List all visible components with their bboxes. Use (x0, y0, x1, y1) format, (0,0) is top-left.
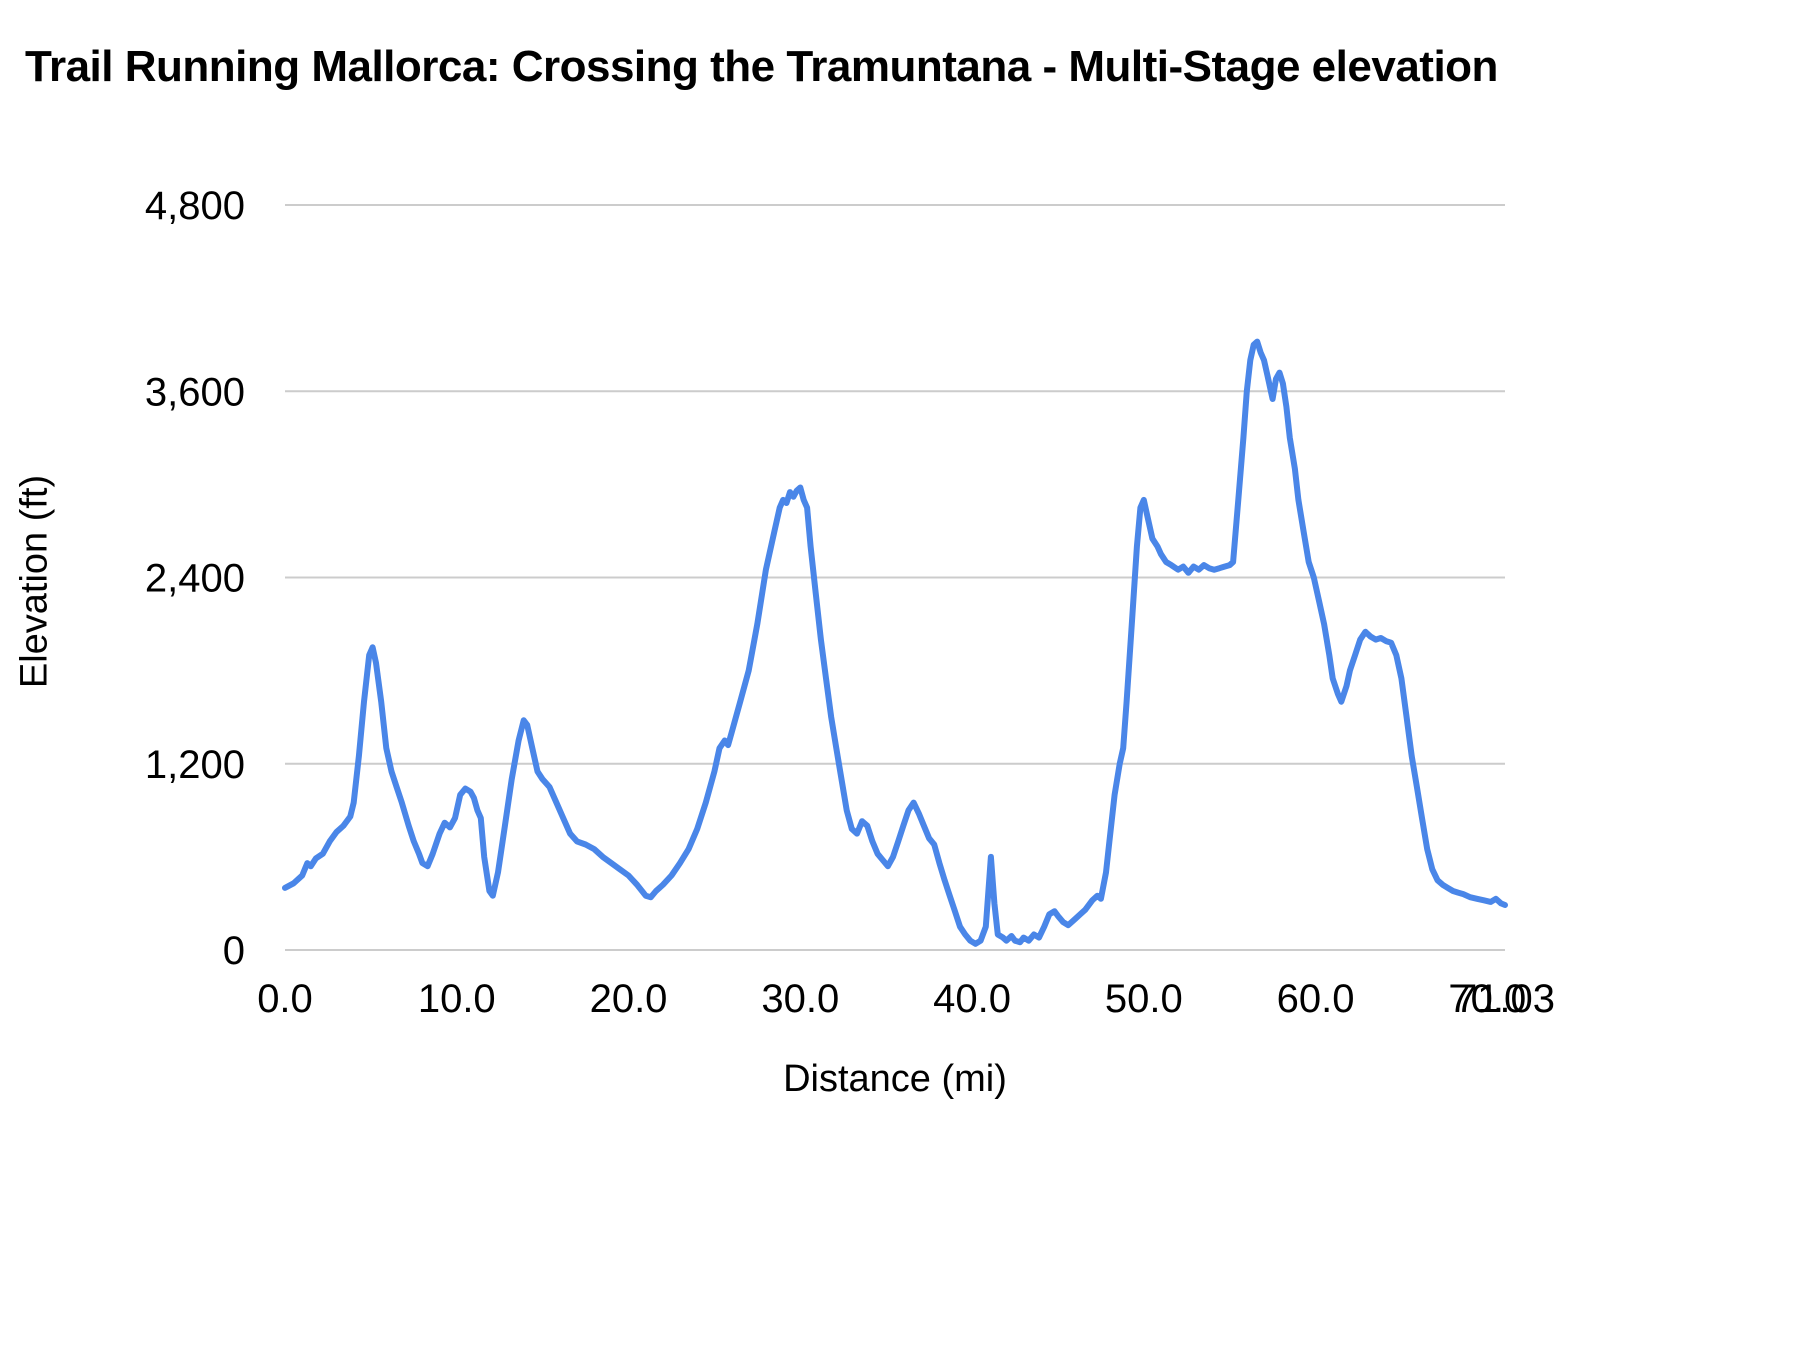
x-tick-label: 0.0 (257, 977, 313, 1021)
x-tick-label: 50.0 (1105, 977, 1183, 1021)
y-tick-label: 4,800 (145, 184, 245, 228)
x-tick-label: 70.0 (1448, 977, 1526, 1021)
y-axis-title: Elevation (ft) (13, 474, 56, 689)
y-tick-label: 2,400 (145, 557, 245, 601)
chart-title: Trail Running Mallorca: Crossing the Tra… (25, 42, 1498, 91)
y-tick-label: 3,600 (145, 370, 245, 414)
x-tick-label: 60.0 (1277, 977, 1355, 1021)
elevation-series-line (282, 338, 1508, 947)
y-tick-label: 0 (223, 929, 245, 973)
x-tick-label: 40.0 (933, 977, 1011, 1021)
x-tick-label: 71.03 (1455, 977, 1555, 1021)
x-tick-label: 20.0 (590, 977, 668, 1021)
x-axis-title: Distance (mi) (783, 1058, 1007, 1100)
x-tick-label: 30.0 (761, 977, 839, 1021)
x-tick-label: 10.0 (418, 977, 496, 1021)
y-tick-label: 1,200 (145, 743, 245, 787)
